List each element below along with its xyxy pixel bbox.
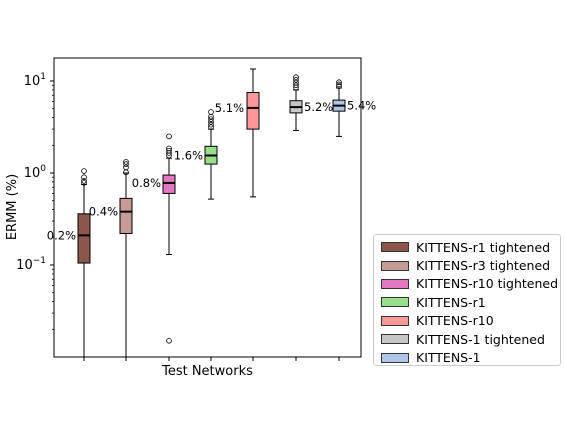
box-iqr [77, 213, 91, 264]
outlier-point [336, 81, 342, 88]
outlier-point [336, 83, 342, 89]
outlier-point [208, 116, 214, 122]
outlier-point [208, 124, 214, 130]
outlier-point [208, 121, 214, 128]
outlier-point [293, 82, 299, 89]
legend-swatch [381, 260, 409, 271]
box-1: 0.2% [47, 168, 91, 361]
legend-label: KITTENS-r1 [416, 294, 486, 310]
median-annotation: 5.4% [347, 99, 376, 113]
legend-label: KITTENS-r10 [416, 313, 494, 329]
legend-label: KITTENS-1 [416, 350, 481, 366]
legend-item: KITTENS-r1 [381, 293, 560, 311]
legend-item: KITTENS-r10 [381, 312, 560, 330]
legend-swatch [381, 242, 409, 253]
legend-label: KITTENS-r1 tightened [416, 239, 551, 255]
legend-swatch [381, 315, 409, 326]
box-4: 1.6% [174, 109, 218, 361]
legend-swatch [381, 334, 409, 345]
outlier-point [293, 77, 299, 83]
outlier-point [166, 145, 172, 152]
y-tick-label: 101 [24, 72, 46, 89]
legend-item: KITTENS-r10 tightened [381, 275, 560, 293]
outlier-point [166, 337, 172, 344]
legend-item: KITTENS-r1 tightened [381, 238, 560, 256]
legend-item: KITTENS-1 tightened [381, 330, 560, 348]
outlier-point [123, 159, 129, 165]
legend-item: KITTENS-1 [381, 348, 560, 366]
legend-swatch [381, 297, 409, 308]
box-5: 5.1% [215, 68, 260, 361]
median-annotation: 0.2% [47, 228, 76, 242]
median-annotation: 1.6% [174, 148, 203, 162]
box-iqr [246, 91, 260, 130]
median-annotation: 5.1% [215, 101, 244, 115]
box-iqr [162, 174, 176, 194]
median-annotation: 0.8% [132, 176, 161, 190]
outlier-point [293, 79, 299, 86]
outlier-point [293, 74, 299, 80]
legend-label: KITTENS-1 tightened [416, 331, 545, 347]
outlier-point [336, 79, 342, 86]
outlier-point [81, 178, 87, 184]
box-marks: 0.2% 0.4% 0.8% 1.6% 5.1% 5.2% 5.4% [47, 68, 376, 361]
outlier-point [81, 168, 87, 174]
plot-frame [53, 57, 362, 358]
y-axis-label: ERMM (%) [5, 174, 20, 240]
y-tick-label: 100 [24, 164, 47, 181]
y-axis-ticks: 101 100 10−1 [16, 72, 54, 330]
outlier-point [81, 174, 87, 181]
box-7: 5.4% [332, 79, 376, 361]
outlier-point [166, 147, 172, 154]
box-2: 0.4% [89, 159, 133, 361]
chart-legend: KITTENS-r1 tightened KITTENS-r3 tightened… [373, 234, 561, 366]
median-annotation: 0.4% [89, 205, 118, 219]
box-iqr [119, 197, 133, 234]
box-6: 5.2% [289, 74, 333, 361]
box-3: 0.8% [132, 133, 176, 361]
outlier-point [81, 180, 87, 186]
y-tick-label: 10−1 [16, 256, 46, 273]
outlier-point [123, 161, 129, 167]
outlier-point [166, 133, 172, 140]
legend-swatch [381, 352, 409, 363]
legend-swatch [381, 278, 409, 289]
legend-item: KITTENS-r3 tightened [381, 256, 560, 274]
outlier-point [208, 109, 214, 115]
median-annotation: 5.2% [304, 100, 333, 114]
legend-label: KITTENS-r10 tightened [416, 276, 559, 292]
x-axis-label: Test Networks [161, 364, 253, 379]
legend-label: KITTENS-r3 tightened [416, 258, 551, 274]
outlier-point [123, 164, 129, 171]
